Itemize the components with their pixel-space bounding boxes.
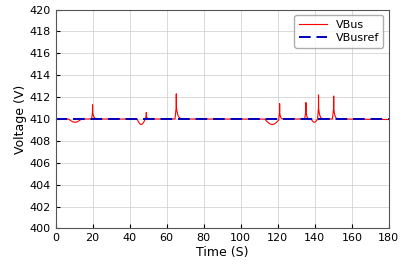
VBusref (214, 117, 219, 121)
Line: VBus: VBus (55, 94, 389, 124)
Y-axis label: Voltage (V): Voltage (V) (14, 84, 27, 154)
VBus (369, 118, 373, 121)
VBus (174, 92, 179, 95)
VBusref (53, 117, 58, 121)
VBus (53, 117, 58, 121)
VBusref (369, 117, 373, 121)
VBusref (169, 117, 174, 121)
VBus (326, 117, 331, 121)
VBusref (386, 117, 391, 121)
VBus (328, 117, 333, 121)
VBusref (326, 117, 331, 121)
Legend: VBus, VBusref: VBus, VBusref (294, 15, 383, 48)
VBus (169, 117, 174, 121)
VBus (270, 123, 275, 126)
VBusref (328, 117, 333, 121)
VBusref (69, 117, 74, 121)
X-axis label: Time (S): Time (S) (196, 246, 248, 259)
VBus (69, 120, 74, 123)
VBus (386, 118, 391, 121)
VBus (214, 117, 219, 121)
